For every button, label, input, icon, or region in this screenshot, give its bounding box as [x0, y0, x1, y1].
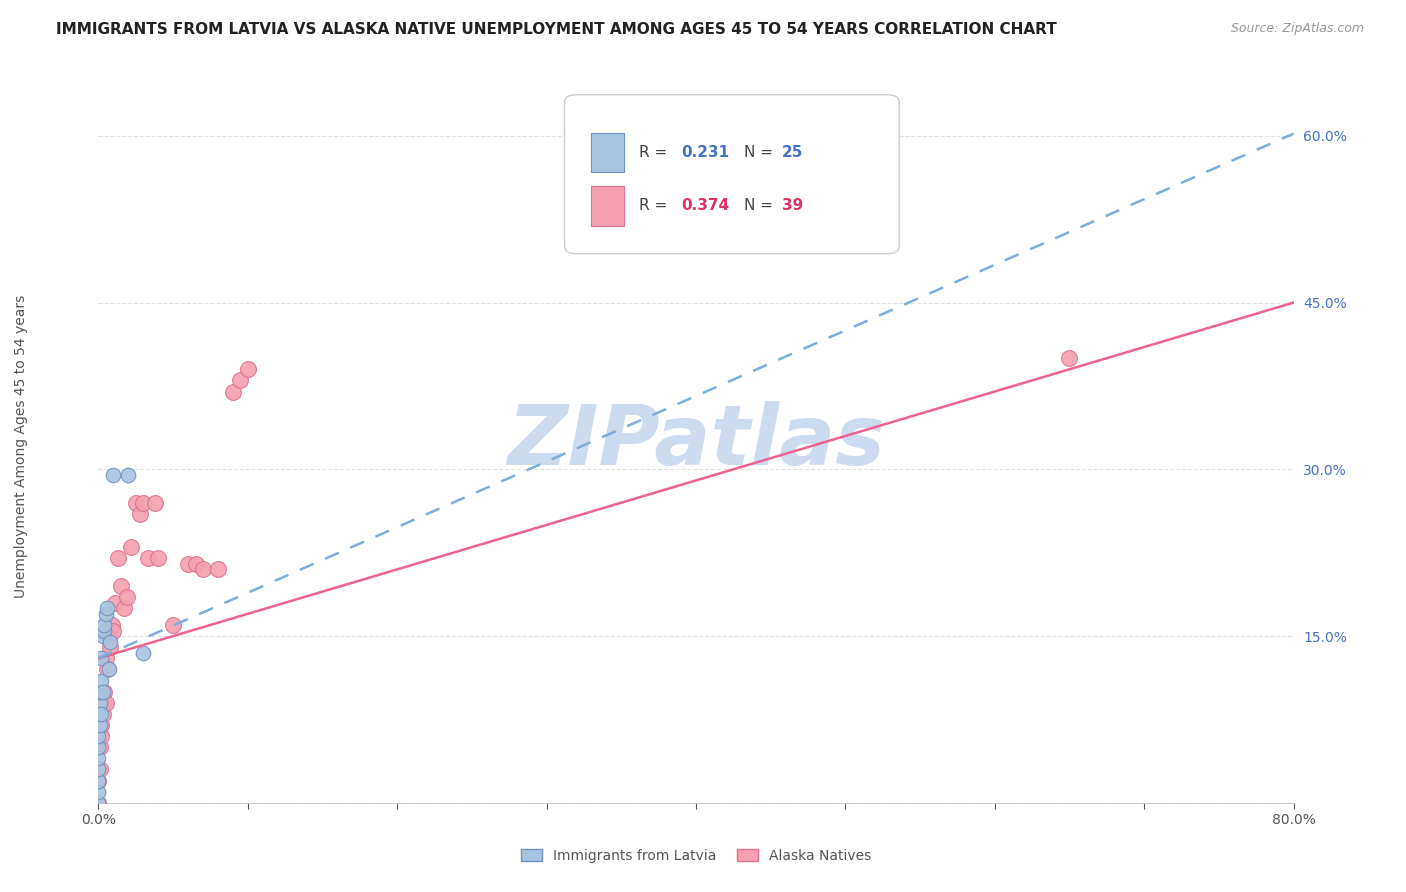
Point: [98, 640, 122, 655]
Point: [162, 618, 184, 632]
Point: [87, 796, 110, 810]
Point: [87, 785, 110, 799]
Point: [96, 601, 118, 615]
Point: [184, 557, 207, 571]
Point: [125, 496, 148, 510]
Point: [87, 773, 110, 788]
Point: [91, 706, 114, 721]
Point: [136, 551, 159, 566]
Point: [87, 729, 110, 743]
Text: N =: N =: [744, 145, 778, 160]
Point: [87, 706, 110, 721]
Point: [90, 718, 112, 732]
Point: [177, 557, 200, 571]
Text: R =: R =: [638, 145, 672, 160]
Point: [91, 684, 114, 698]
Point: [865, 106, 887, 120]
Text: Unemployment Among Ages 45 to 54 years: Unemployment Among Ages 45 to 54 years: [14, 294, 28, 598]
Point: [98, 634, 122, 648]
FancyBboxPatch shape: [591, 186, 624, 226]
Text: Source: ZipAtlas.com: Source: ZipAtlas.com: [1230, 22, 1364, 36]
Point: [89, 740, 111, 755]
Point: [87, 751, 110, 765]
Text: IMMIGRANTS FROM LATVIA VS ALASKA NATIVE UNEMPLOYMENT AMONG AGES 45 TO 54 YEARS C: IMMIGRANTS FROM LATVIA VS ALASKA NATIVE …: [56, 22, 1057, 37]
Point: [89, 763, 111, 777]
Point: [103, 624, 125, 638]
Point: [91, 629, 114, 643]
Text: 25: 25: [782, 145, 803, 160]
Point: [97, 662, 120, 676]
Text: R =: R =: [638, 199, 672, 213]
Point: [87, 773, 110, 788]
Point: [94, 696, 117, 710]
Point: [97, 629, 120, 643]
Point: [236, 362, 259, 376]
Point: [87, 796, 110, 810]
Legend: Immigrants from Latvia, Alaska Natives: Immigrants from Latvia, Alaska Natives: [515, 843, 877, 868]
Point: [93, 624, 115, 638]
Point: [222, 384, 245, 399]
Point: [101, 618, 124, 632]
Point: [89, 718, 111, 732]
Point: [120, 540, 142, 554]
Point: [610, 162, 633, 177]
Point: [115, 590, 138, 604]
Text: ZIPatlas: ZIPatlas: [508, 401, 884, 482]
Point: [129, 507, 152, 521]
Point: [93, 618, 115, 632]
Point: [191, 562, 214, 576]
Point: [143, 496, 166, 510]
Point: [94, 651, 117, 665]
FancyBboxPatch shape: [565, 95, 900, 253]
Point: [93, 684, 115, 698]
Point: [148, 551, 170, 566]
Point: [87, 740, 110, 755]
Point: [91, 696, 114, 710]
Point: [117, 467, 139, 482]
Point: [90, 729, 112, 743]
Point: [89, 684, 111, 698]
Point: [132, 646, 155, 660]
Point: [96, 662, 118, 676]
Point: [229, 373, 252, 387]
Point: [89, 696, 111, 710]
Point: [132, 496, 155, 510]
Text: 0.374: 0.374: [682, 199, 730, 213]
Text: N =: N =: [744, 199, 778, 213]
Point: [104, 596, 127, 610]
Point: [1059, 351, 1081, 366]
Text: 39: 39: [782, 199, 803, 213]
Point: [90, 673, 112, 688]
Text: 0.231: 0.231: [682, 145, 730, 160]
Point: [110, 579, 132, 593]
Point: [90, 651, 112, 665]
Point: [207, 562, 229, 576]
Point: [87, 763, 110, 777]
Point: [112, 601, 135, 615]
Point: [94, 607, 117, 621]
FancyBboxPatch shape: [591, 133, 624, 172]
Point: [103, 467, 125, 482]
Point: [90, 706, 112, 721]
Point: [107, 551, 129, 566]
